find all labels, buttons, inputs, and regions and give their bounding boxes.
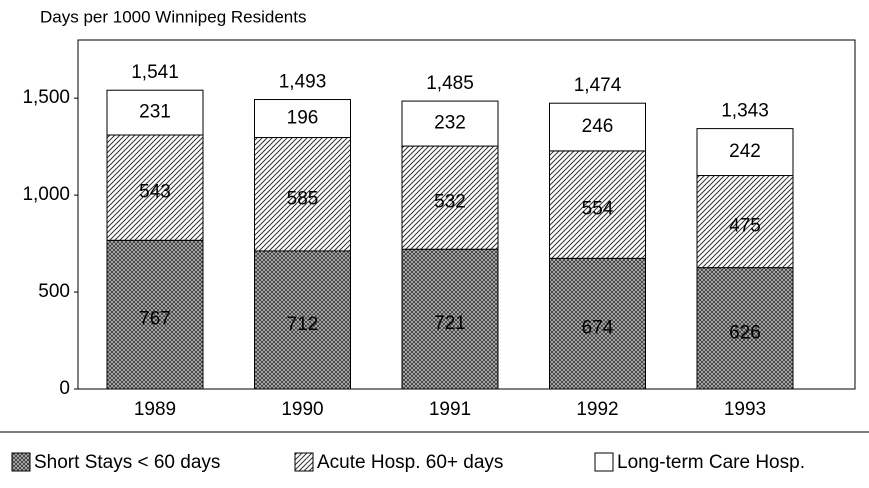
bar-segment — [401, 145, 499, 250]
y-tick-label: 0 — [59, 378, 70, 399]
value-label: 767 — [139, 309, 171, 330]
total-label: 1,541 — [131, 62, 179, 83]
legend-swatch — [294, 452, 314, 472]
total-label: 1,485 — [426, 73, 474, 94]
value-label: 712 — [287, 314, 319, 335]
bar-segment — [106, 134, 204, 241]
bar-segment — [401, 100, 499, 147]
bar-segment — [549, 257, 646, 390]
total-label: 1,343 — [721, 101, 769, 122]
bar-segment — [401, 248, 499, 390]
x-tick-label: 1991 — [429, 399, 471, 420]
value-label: 543 — [139, 182, 171, 203]
x-tick-label: 1993 — [724, 399, 766, 420]
value-label: 231 — [139, 102, 171, 123]
bar-segment — [106, 89, 204, 136]
bar-segment — [696, 175, 794, 269]
total-label: 1,474 — [574, 75, 622, 96]
legend-label: Short Stays < 60 days — [34, 452, 220, 473]
bar-segment — [254, 137, 351, 252]
x-tick-label: 1989 — [134, 399, 176, 420]
value-label: 242 — [729, 141, 761, 162]
x-tick-label: 1990 — [281, 399, 323, 420]
total-label: 1,493 — [279, 72, 327, 93]
legend-label: Acute Hosp. 60+ days — [317, 452, 503, 473]
value-label: 532 — [434, 192, 466, 213]
value-label: 554 — [582, 199, 614, 220]
bar-segment — [254, 99, 351, 139]
legend-swatch — [594, 452, 614, 472]
bar-segment — [696, 128, 794, 177]
y-tick-label: 1,500 — [22, 87, 70, 108]
y-tick-label: 1,000 — [22, 184, 70, 205]
bar-segment — [549, 102, 646, 152]
value-label: 196 — [287, 108, 319, 129]
bar-segment — [254, 250, 351, 390]
value-label: 475 — [729, 216, 761, 237]
value-label: 246 — [582, 116, 614, 137]
value-label: 721 — [434, 313, 466, 334]
legend-label: Long-term Care Hosp. — [617, 452, 805, 473]
bar-segment — [696, 267, 794, 390]
legend-swatch — [11, 452, 31, 472]
x-tick-label: 1992 — [576, 399, 618, 420]
bar-segment — [549, 150, 646, 259]
value-label: 585 — [287, 188, 319, 209]
value-label: 232 — [434, 113, 466, 134]
y-tick-label: 500 — [38, 281, 70, 302]
value-label: 626 — [729, 322, 761, 343]
chart-title: Days per 1000 Winnipeg Residents — [40, 7, 306, 26]
value-label: 674 — [582, 318, 614, 339]
